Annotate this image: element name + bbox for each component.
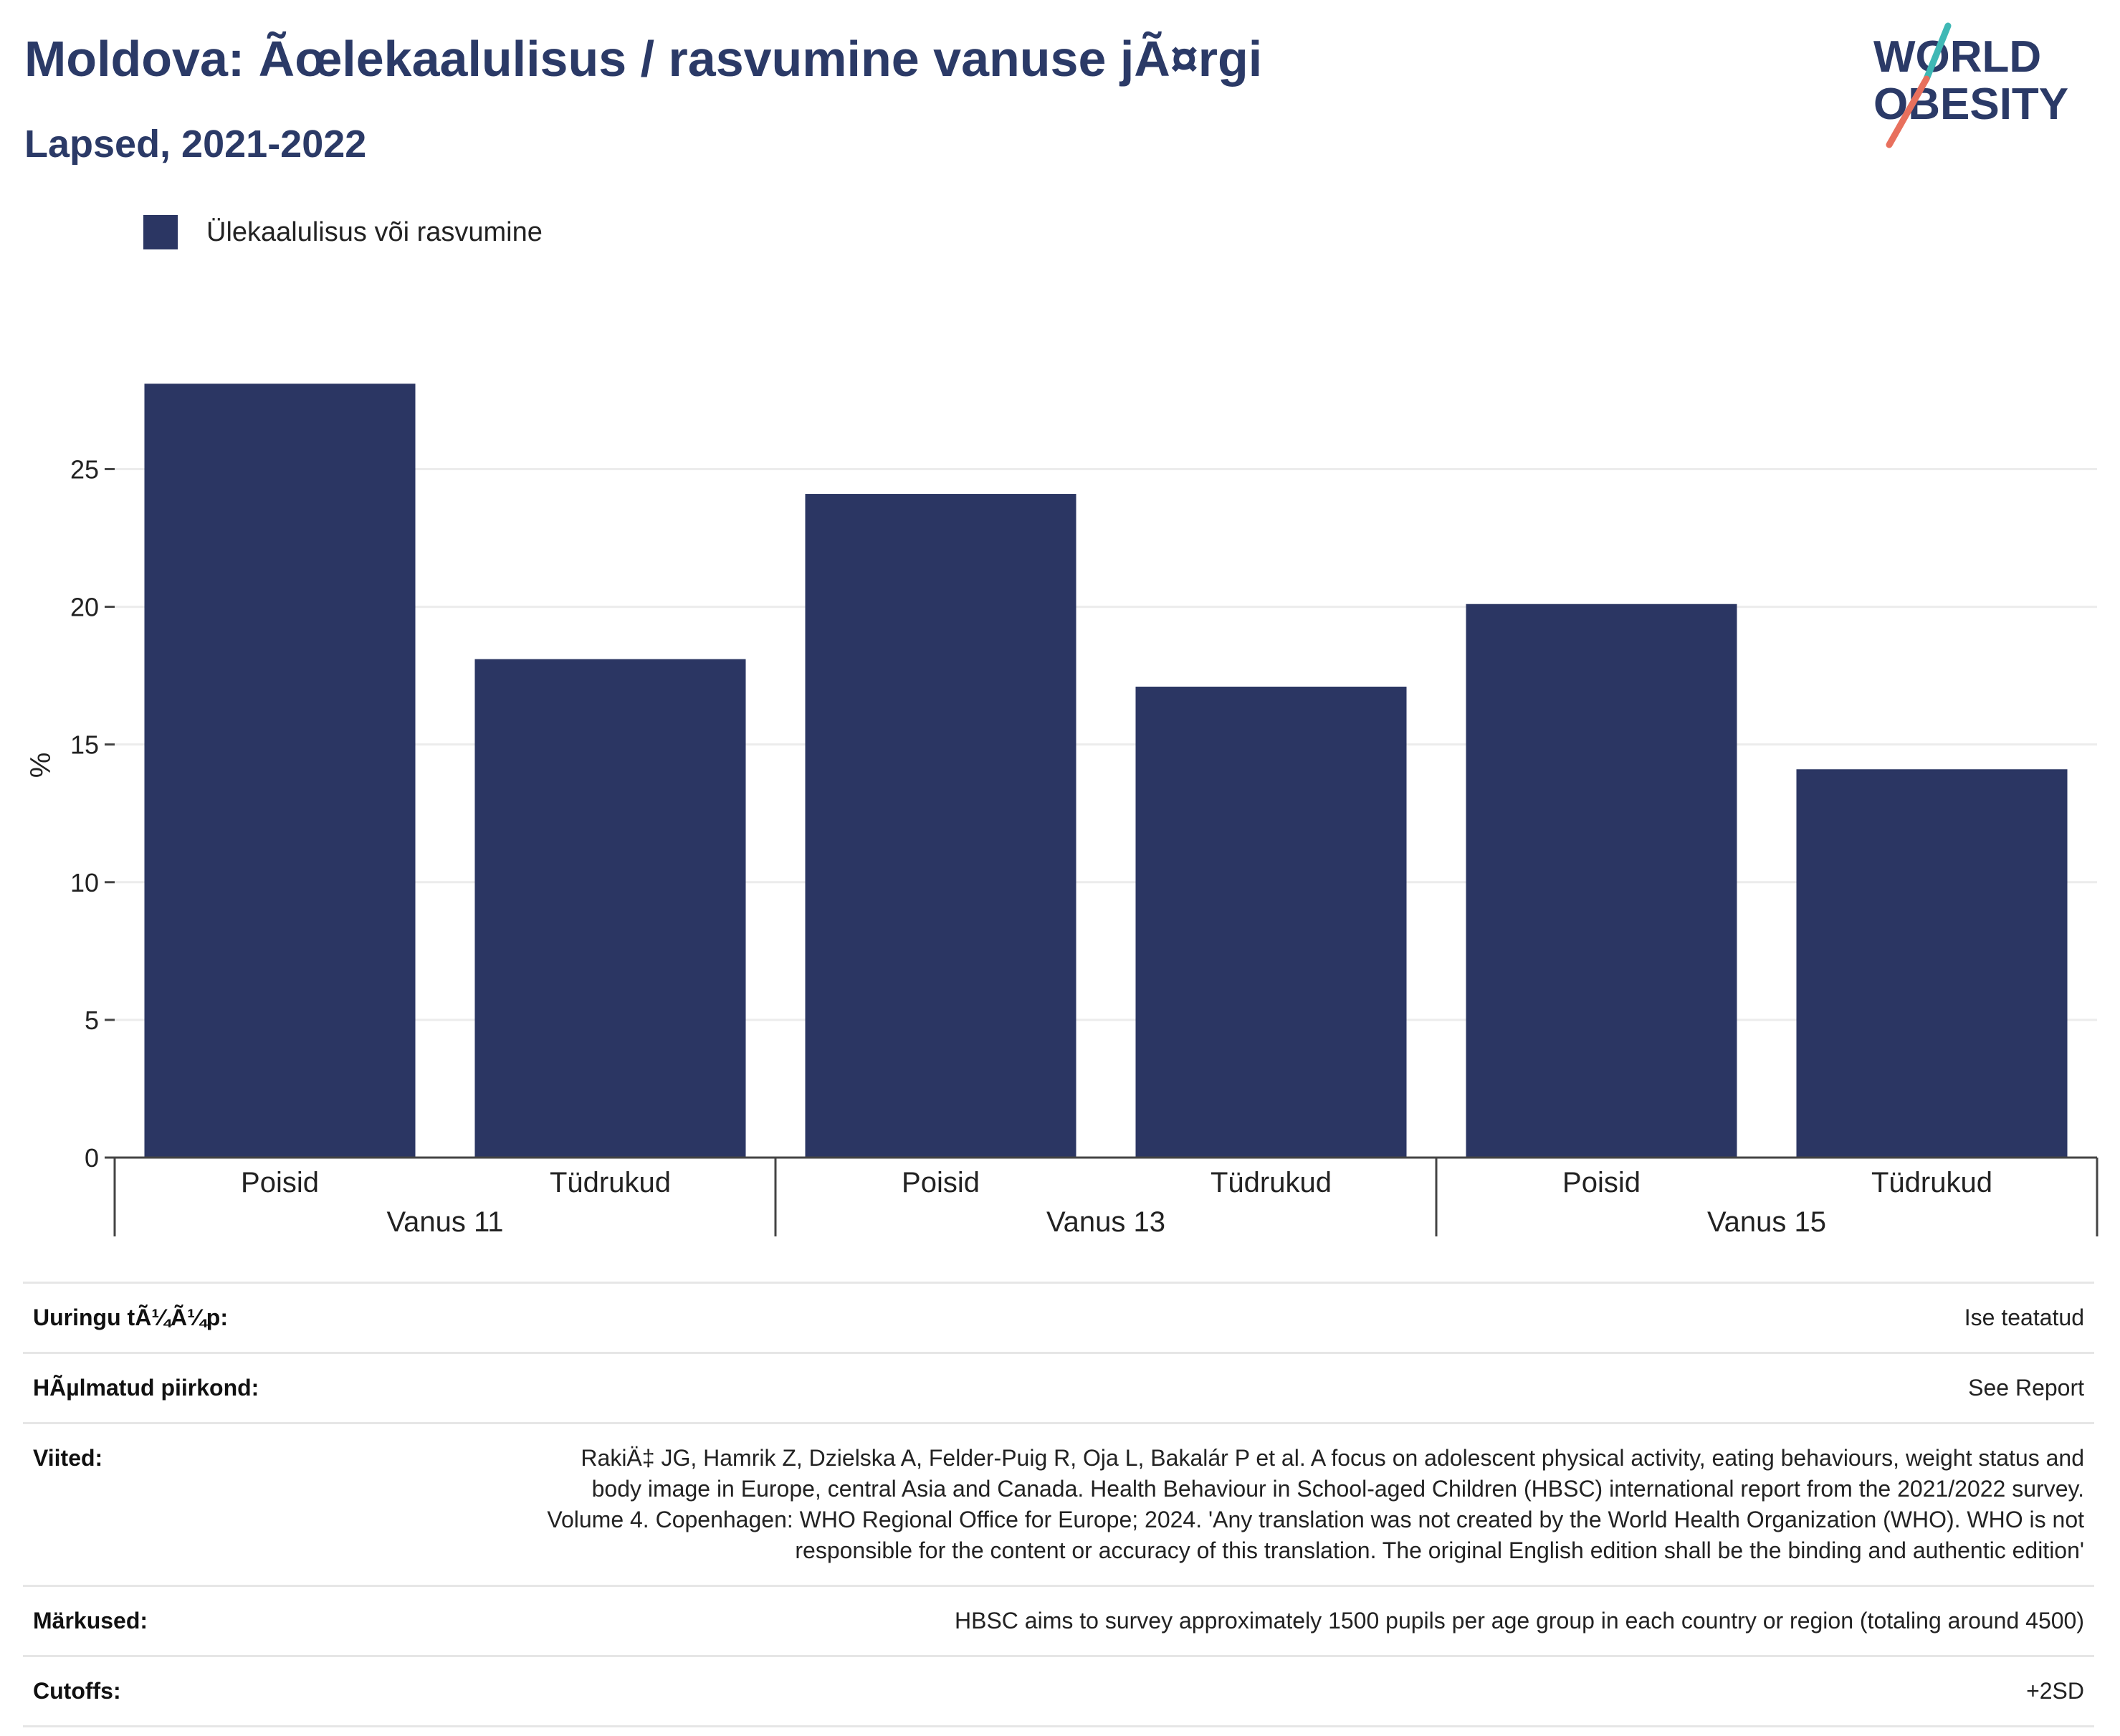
bar-3-1: [1466, 604, 1737, 1158]
legend-label: Ülekaalulisus või rasvumine: [206, 216, 543, 247]
logo-slash-teal-icon: [1923, 22, 1952, 82]
meta-row-references: Viited: RakiÄ‡ JG, Hamrik Z, Dzielska A,…: [23, 1422, 2094, 1585]
meta-value: +2SD: [2026, 1678, 2084, 1704]
meta-label: Uuringu tÃ¼Ã¼p:: [33, 1305, 228, 1330]
chart-title: Moldova: Ãœlekaalulisus / rasvumine vanu…: [24, 31, 1263, 87]
logo-line1: WORLD: [1873, 32, 2041, 82]
axes: [105, 467, 2098, 1236]
metadata-table: Uuringu tÃ¼Ã¼p: Ise teatatud HÃµlmatud p…: [23, 1282, 2094, 1727]
meta-label: Cutoffs:: [33, 1678, 121, 1704]
x-group-label: Vanus 11: [386, 1206, 503, 1238]
gridlines: [115, 467, 2097, 1021]
bar-2-2: [1135, 687, 1407, 1158]
legend-swatch: [143, 215, 178, 249]
meta-value: HBSC aims to survey approximately 1500 p…: [955, 1608, 2084, 1634]
bar-3-2: [1796, 769, 2068, 1158]
world-obesity-logo: WORLD OBESITY: [1873, 22, 2068, 148]
bars: [144, 383, 2068, 1158]
x-group-label: Vanus 15: [1707, 1206, 1826, 1238]
x-category-label: Poisid: [1562, 1167, 1641, 1198]
meta-value: Ise teatatud: [1964, 1305, 2084, 1330]
meta-value: RakiÄ‡ JG, Hamrik Z, Dzielska A, Felder-…: [547, 1445, 2084, 1563]
y-tick-label: 25: [70, 454, 99, 484]
meta-row-coverage: HÃµlmatud piirkond: See Report: [23, 1352, 2094, 1422]
meta-label: Viited:: [33, 1445, 103, 1471]
meta-label: Märkused:: [33, 1608, 148, 1634]
meta-label: HÃµlmatud piirkond:: [33, 1375, 259, 1401]
bar-2-1: [805, 494, 1076, 1158]
logo-slash-coral-icon: [1886, 75, 1930, 148]
chart-subtitle: Lapsed, 2021-2022: [24, 123, 367, 166]
x-category-label: Tüdrukud: [1871, 1167, 1992, 1198]
axis-labels: 0 5 10 15 20 25% Poisid Tüdrukud Vanus 11 Poisid T…: [25, 454, 1992, 1238]
x-category-label: Tüdrukud: [1211, 1167, 1332, 1198]
y-tick-label: 15: [70, 730, 99, 760]
x-group-label: Vanus 13: [1046, 1206, 1165, 1238]
y-tick-label: 10: [70, 868, 99, 897]
x-category-label: Tüdrukud: [550, 1167, 671, 1198]
bar-chart: 0 5 10 15 20 25% Poisid Tüdrukud Vanus 11 Poisid T…: [25, 383, 2098, 1238]
y-tick-label: 20: [70, 593, 99, 622]
legend[interactable]: Ülekaalulisus või rasvumine: [143, 214, 543, 251]
meta-row-cutoffs: Cutoffs: +2SD: [23, 1655, 2094, 1727]
y-axis-label: %: [25, 753, 57, 778]
bar-1-2: [474, 659, 746, 1158]
bar-1-1: [144, 383, 416, 1158]
x-category-label: Poisid: [241, 1167, 319, 1198]
meta-row-survey-type: Uuringu tÃ¼Ã¼p: Ise teatatud: [23, 1282, 2094, 1352]
meta-row-notes: Märkused: HBSC aims to survey approximat…: [23, 1585, 2094, 1655]
x-category-label: Poisid: [902, 1167, 980, 1198]
y-tick-label: 5: [85, 1006, 99, 1035]
y-tick-label: 0: [85, 1143, 99, 1173]
meta-value: See Report: [1968, 1375, 2084, 1401]
